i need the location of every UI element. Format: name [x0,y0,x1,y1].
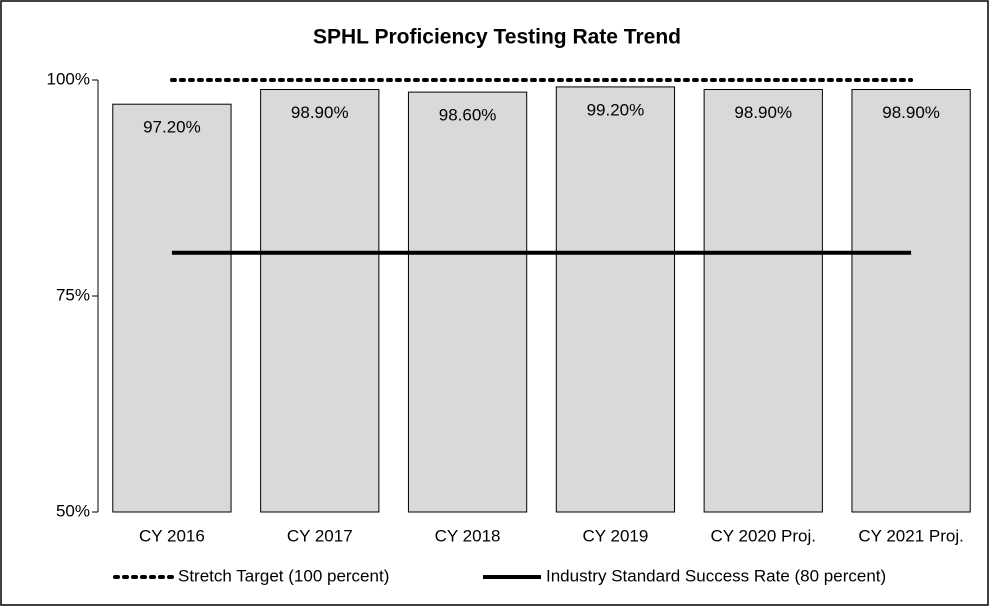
legend-label: Industry Standard Success Rate (80 perce… [546,566,886,585]
bar [703,89,823,513]
data-label: 98.90% [291,103,349,122]
bar [851,89,971,513]
bar [260,89,380,513]
data-label: 99.20% [587,100,645,119]
x-tick-label: CY 2017 [287,526,353,545]
x-tick-label: CY 2019 [582,526,648,545]
x-tick-label: CY 2020 Proj. [710,526,816,545]
x-tick-label: CY 2021 Proj. [858,526,964,545]
chart-title: SPHL Proficiency Testing Rate Trend [313,26,681,49]
data-label: 97.20% [143,118,201,137]
x-tick-label: CY 2018 [435,526,501,545]
y-tick-label: 100% [47,69,90,88]
x-tick-label: CY 2016 [139,526,205,545]
legend-label: Stretch Target (100 percent) [178,566,389,585]
data-label: 98.90% [734,103,792,122]
y-tick-label: 50% [56,501,90,520]
bar [555,86,676,513]
bar [112,103,232,513]
bar [407,91,528,513]
data-label: 98.90% [882,103,940,122]
data-label: 98.60% [439,106,497,125]
y-tick-label: 75% [56,285,90,304]
